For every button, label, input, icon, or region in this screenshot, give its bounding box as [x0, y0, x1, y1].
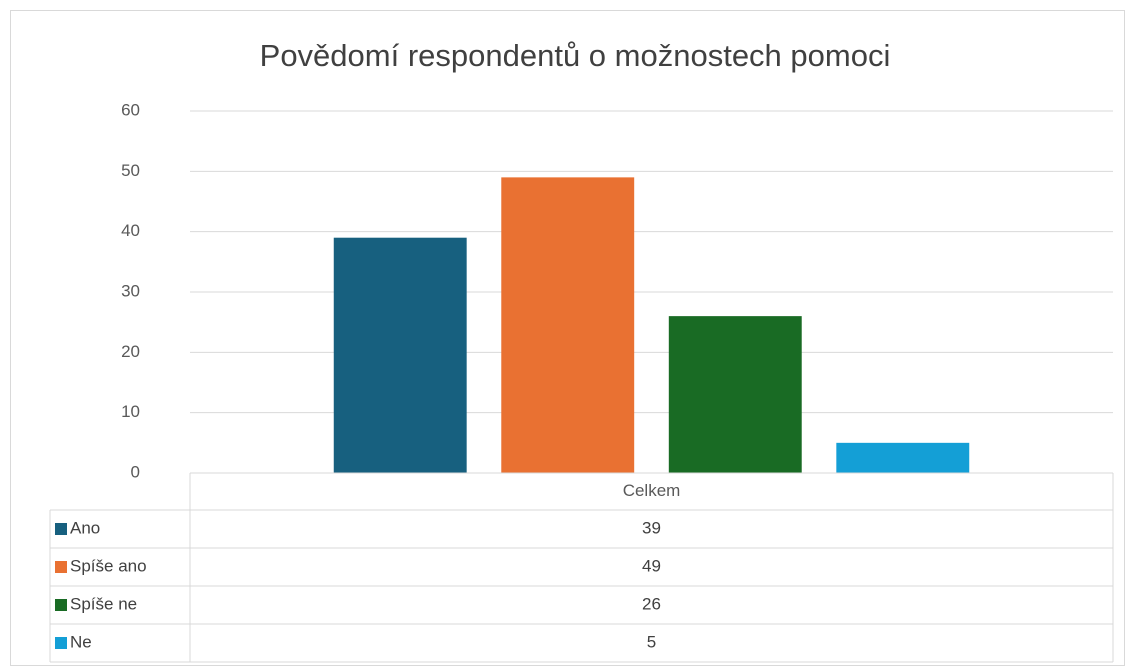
bar [836, 442, 970, 473]
bar [501, 177, 635, 473]
y-tick-label: 50 [121, 161, 140, 180]
table-value: 26 [642, 594, 661, 613]
legend-label: Spíše ne [70, 594, 137, 613]
y-tick-label: 10 [121, 402, 140, 421]
bar [668, 316, 802, 473]
y-tick-label: 60 [121, 100, 140, 119]
legend-key [55, 561, 67, 573]
y-tick-label: 0 [131, 462, 140, 481]
table-value: 39 [642, 518, 661, 537]
y-tick-label: 40 [121, 221, 140, 240]
table-value: 5 [647, 632, 656, 651]
chart-title: Povědomí respondentů o možnostech pomoci [260, 38, 891, 73]
legend-label: Ne [70, 632, 92, 651]
x-tick-label: Celkem [623, 481, 681, 500]
legend-key [55, 523, 67, 535]
legend-label: Ano [70, 518, 100, 537]
table-value: 49 [642, 556, 661, 575]
y-tick-label: 30 [121, 281, 140, 300]
legend-label: Spíše ano [70, 556, 147, 575]
bar [333, 237, 467, 473]
legend-key [55, 599, 67, 611]
legend-key [55, 637, 67, 649]
y-tick-label: 20 [121, 342, 140, 361]
